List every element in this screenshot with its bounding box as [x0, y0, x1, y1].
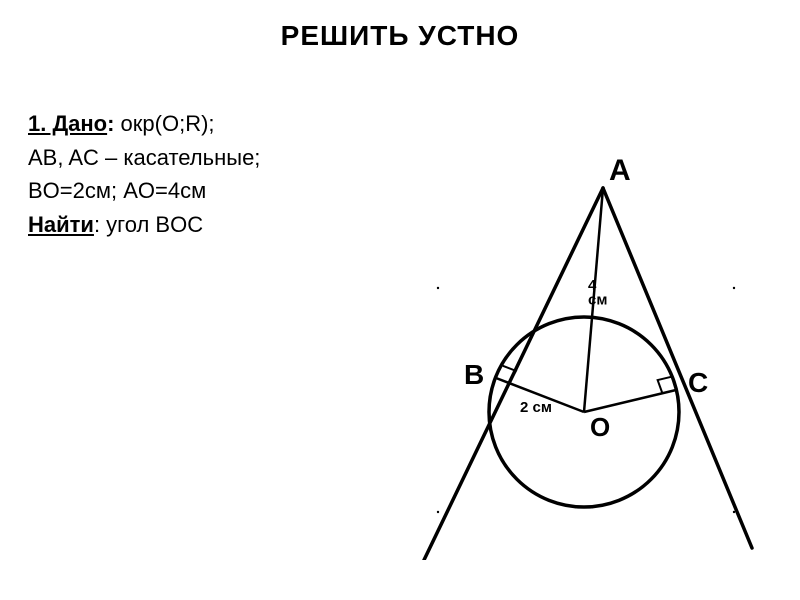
problem-line-3: Найти: угол BOC — [28, 211, 388, 239]
svg-text:C: C — [688, 367, 708, 398]
geometry-diagram: OABC4см2 см — [380, 140, 780, 560]
svg-text:A: A — [609, 154, 631, 187]
slide-root: РЕШИТЬ УСТНО 1. Дано: окр(O;R); AB, AC – … — [0, 0, 800, 600]
svg-text:2 см: 2 см — [520, 399, 552, 416]
svg-text:B: B — [464, 359, 484, 390]
slide-title: РЕШИТЬ УСТНО — [0, 20, 800, 52]
problem-line-0: 1. Дано: окр(O;R); — [28, 110, 388, 138]
problem-line-1: AB, AC – касательные; — [28, 144, 388, 172]
svg-text:O: O — [590, 412, 610, 442]
problem-line-2: BO=2см; AO=4см — [28, 177, 388, 205]
problem-statement: 1. Дано: окр(O;R); AB, AC – касательные; B… — [28, 110, 388, 244]
svg-text:см: см — [588, 291, 607, 308]
slide-title-text: РЕШИТЬ УСТНО — [281, 20, 520, 51]
